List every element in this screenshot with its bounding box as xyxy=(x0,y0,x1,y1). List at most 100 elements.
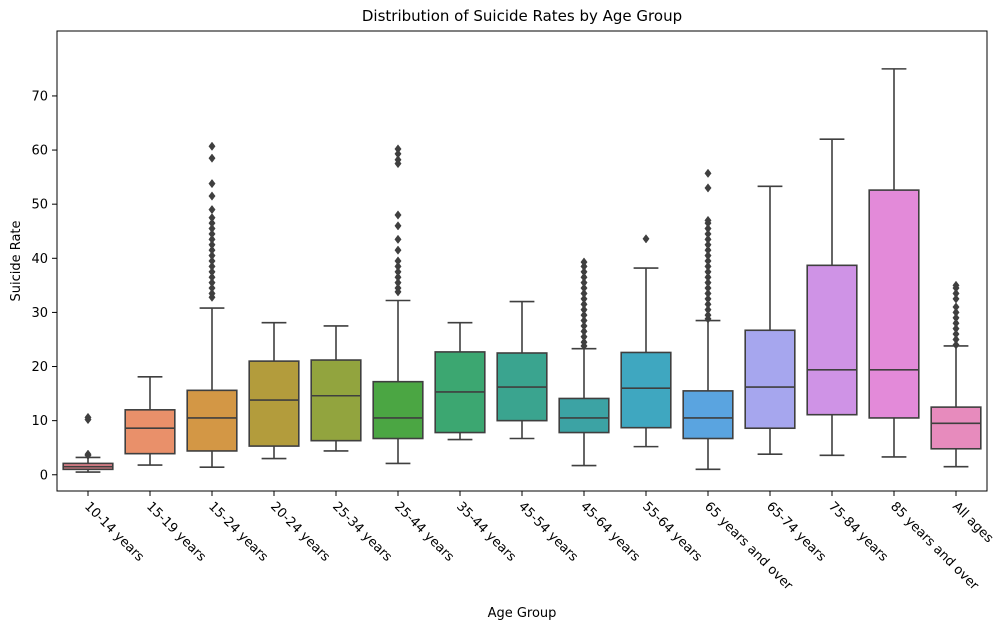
outlier-point xyxy=(394,245,402,255)
outlier-point xyxy=(84,412,92,423)
outlier-point xyxy=(394,149,402,159)
outlier-point xyxy=(84,449,92,459)
plot-area xyxy=(62,68,982,473)
x-tick-label: 55-64 years xyxy=(639,499,705,565)
outlier-point xyxy=(580,267,588,277)
box-group xyxy=(62,412,114,473)
box-iqr xyxy=(930,406,982,450)
box-group xyxy=(186,141,238,468)
x-tick-label: 45-54 years xyxy=(515,499,581,565)
box-group xyxy=(806,138,858,457)
outlier-point xyxy=(208,283,216,293)
outlier-point xyxy=(208,261,216,272)
box-group xyxy=(372,144,424,465)
outlier-point xyxy=(580,315,588,326)
outlier-point xyxy=(208,191,216,201)
outlier-point xyxy=(952,329,960,339)
x-axis-label: Age Group xyxy=(488,606,557,621)
box-group xyxy=(558,257,610,467)
box-iqr xyxy=(124,409,176,455)
outlier-point xyxy=(952,307,960,318)
outlier-point xyxy=(952,324,960,334)
outlier-point xyxy=(580,310,588,320)
x-tick-label: 65-74 years xyxy=(763,499,829,565)
box-group xyxy=(868,68,920,458)
outlier-point xyxy=(952,288,960,299)
box-iqr xyxy=(248,360,300,447)
box-iqr xyxy=(186,389,238,452)
outlier-point xyxy=(704,250,712,261)
box-iqr xyxy=(620,351,672,429)
outlier-point xyxy=(704,240,712,250)
outlier-point xyxy=(208,245,216,255)
outlier-point xyxy=(704,272,712,282)
outlier-point xyxy=(704,245,712,255)
outlier-point xyxy=(208,213,216,223)
y-tick-label: 0 xyxy=(40,468,48,483)
box-iqr xyxy=(744,329,796,430)
box-group xyxy=(434,321,486,441)
outlier-point xyxy=(952,318,960,328)
outlier-point xyxy=(580,299,588,309)
chart-title: Distribution of Suicide Rates by Age Gro… xyxy=(362,7,682,25)
outlier-point xyxy=(394,278,402,288)
y-axis: 0 10 20 30 40 50 60 70 xyxy=(31,89,57,483)
outlier-point xyxy=(952,294,960,304)
box-iqr xyxy=(682,390,734,440)
outlier-point xyxy=(704,183,712,193)
y-tick-label: 60 xyxy=(31,144,48,159)
box-group xyxy=(310,325,362,452)
outlier-point xyxy=(208,288,216,299)
outlier-point xyxy=(208,256,216,266)
outlier-point xyxy=(580,305,588,315)
outlier-point xyxy=(580,257,588,267)
x-tick-label: 10-14 years xyxy=(81,499,147,565)
outlier-point xyxy=(952,302,960,312)
outlier-point xyxy=(704,234,712,244)
box-group xyxy=(620,234,672,448)
x-tick-label: 25-44 years xyxy=(391,499,457,565)
outlier-point xyxy=(704,305,712,315)
box-group xyxy=(124,376,176,466)
outlier-point xyxy=(704,299,712,309)
outlier-point xyxy=(580,272,588,282)
outlier-point xyxy=(208,240,216,250)
outlier-point xyxy=(704,168,712,178)
outlier-point xyxy=(580,288,588,299)
plot-frame xyxy=(56,30,988,492)
outlier-point xyxy=(704,267,712,277)
outlier-point xyxy=(580,283,588,293)
outlier-point xyxy=(704,215,712,226)
x-tick-label: 15-24 years xyxy=(205,499,271,565)
box-iqr xyxy=(806,264,858,416)
y-tick-label: 50 xyxy=(31,198,48,213)
x-tick-label: 20-24 years xyxy=(267,499,333,565)
outlier-point xyxy=(704,310,712,320)
outlier-point xyxy=(208,141,216,151)
outlier-point xyxy=(704,261,712,272)
box-group xyxy=(496,300,548,440)
outlier-point xyxy=(704,283,712,293)
y-tick-label: 20 xyxy=(31,360,48,375)
outlier-point xyxy=(642,234,650,244)
outlier-point xyxy=(208,178,216,189)
x-tick-label: 35-44 years xyxy=(453,499,519,565)
outlier-point xyxy=(580,326,588,336)
outlier-point xyxy=(952,340,960,350)
outlier-point xyxy=(580,321,588,331)
outlier-point xyxy=(704,288,712,299)
y-tick-label: 30 xyxy=(31,306,48,321)
outlier-point xyxy=(704,223,712,234)
outlier-point xyxy=(394,261,402,272)
outlier-point xyxy=(394,256,402,266)
outlier-point xyxy=(580,294,588,304)
outlier-point xyxy=(394,272,402,282)
outlier-point xyxy=(704,278,712,288)
outlier-point xyxy=(208,153,216,163)
outlier-point xyxy=(208,218,216,228)
box-iqr xyxy=(868,189,920,419)
box-iqr xyxy=(372,380,424,440)
outlier-point xyxy=(952,313,960,323)
outlier-point xyxy=(394,144,402,154)
